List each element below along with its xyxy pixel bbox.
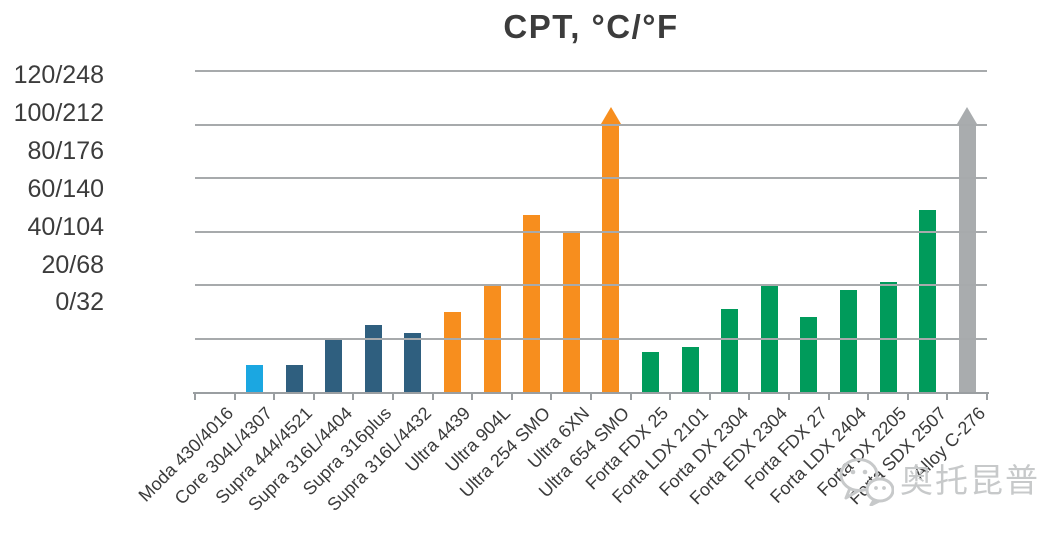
gridline [195,337,987,340]
bar-supra-316plus [364,325,382,392]
axis-tick [748,394,751,400]
y-axis-tick-label: 40/104 [27,212,104,241]
axis-tick [629,394,632,400]
x-axis-line [193,392,989,394]
axis-tick [431,394,434,400]
axis-tick [867,394,870,400]
bar-supra-316l-4404 [325,338,343,392]
gridline [195,70,987,72]
gridline [195,284,987,286]
watermark-text: 奥托昆普 [900,462,1040,499]
axis-tick [788,394,790,400]
axis-tick [273,394,276,400]
axis-tick [708,394,711,400]
bar-core-304l-4307 [245,365,263,392]
bar-ultra-4439 [443,311,461,392]
bar-forta-ldx-2101 [681,346,699,392]
axis-tick [946,394,949,400]
bar-ultra-6xn [562,231,580,392]
bar-supra-316l-4432 [404,333,422,392]
y-axis-tick-label: 20/68 [41,250,104,279]
bar-forta-dx-2205 [879,282,897,392]
axis-tick [986,394,988,400]
axis-tick [392,394,394,400]
gridline [195,123,987,126]
axis-tick [352,394,355,400]
bar-forta-sdx-2507 [919,210,937,392]
exceeds-arrow-alloy-c-276 [957,106,978,124]
axis-tick [233,394,236,400]
y-axis-tick-label: 60/140 [27,174,104,203]
axis-tick [669,394,672,400]
chart-title: CPT, °C/°F [503,8,679,45]
gridline [195,177,987,179]
bar-ultra-254-smo [523,215,541,392]
y-axis-tick-label: 80/176 [27,136,104,165]
bar-forta-dx-2304 [721,309,739,392]
y-axis-tick-label: 100/212 [13,98,104,127]
y-axis-tick-label: 0/32 [55,288,104,317]
bar-forta-fdx-25 [641,351,659,392]
axis-tick [312,394,315,400]
bar-forta-ldx-2404 [839,290,857,392]
y-axis-tick-label: 120/248 [13,61,104,89]
axis-tick [906,394,909,400]
axis-tick [194,394,196,400]
bar-supra-444-4521 [285,365,303,392]
watermark: 奥托昆普 [838,456,1040,506]
bar-alloy-c-276 [958,124,976,392]
wechat-icon [839,458,894,506]
axis-tick [827,394,830,400]
axis-tick [471,394,474,400]
bar-ultra-654-smo [602,124,620,392]
axis-tick [590,394,592,400]
gridline [195,230,987,233]
axis-tick [510,394,513,400]
axis-tick [550,394,553,400]
bar-forta-fdx-27 [800,317,818,392]
exceeds-arrow-ultra-654-smo [600,106,621,124]
